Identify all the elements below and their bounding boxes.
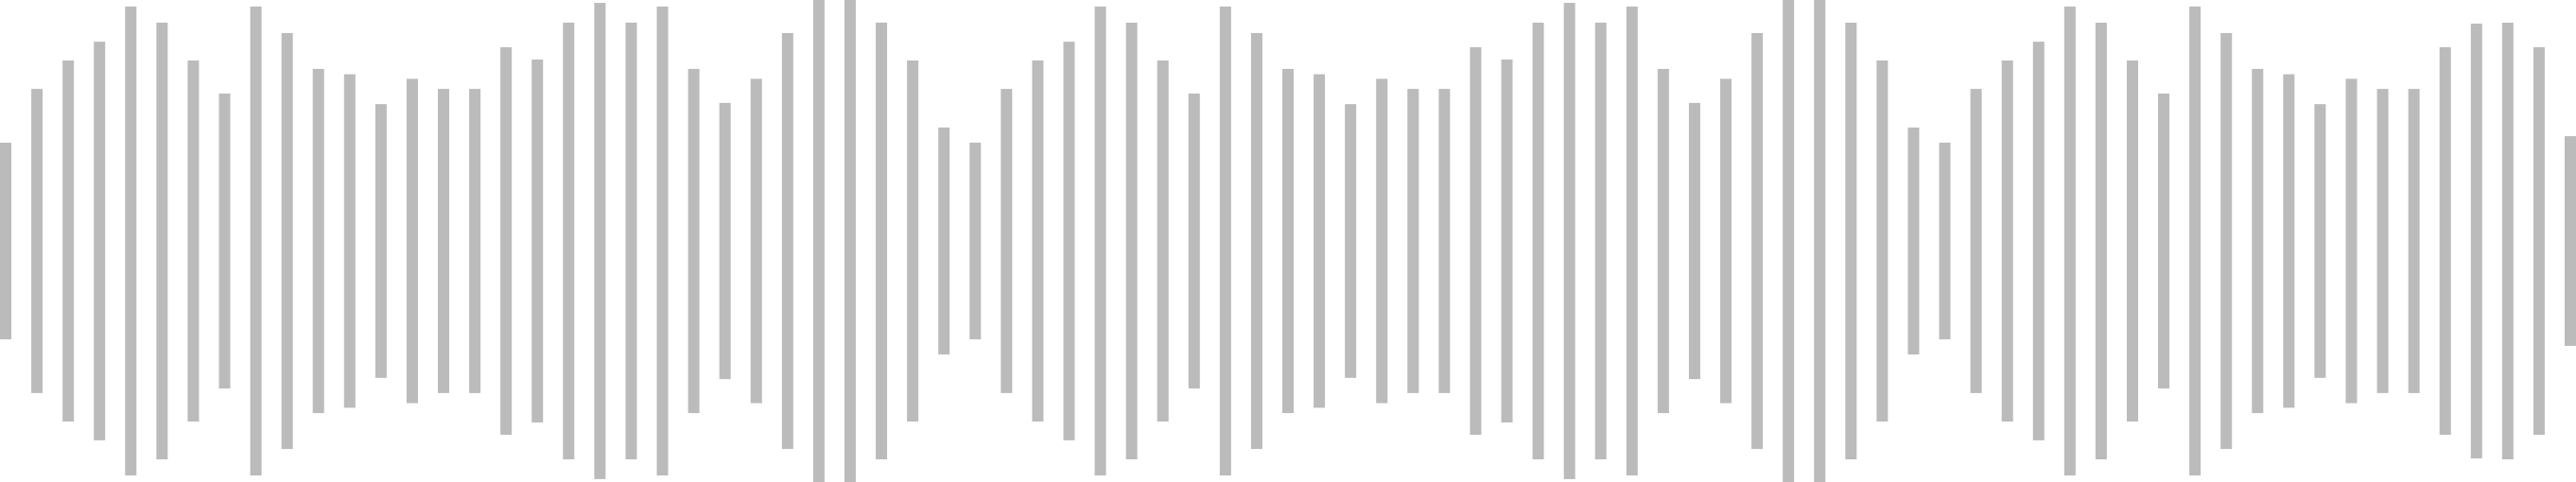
waveform-bar xyxy=(2095,22,2107,460)
waveform-bar xyxy=(1626,6,1638,476)
waveform-bar xyxy=(2189,6,2202,476)
waveform-bar xyxy=(1720,78,1732,404)
waveform-bar xyxy=(1032,60,1044,422)
waveform-bar xyxy=(1063,42,1075,440)
waveform-bar xyxy=(2314,104,2326,378)
waveform-bar xyxy=(719,102,731,380)
waveform-bar xyxy=(876,22,888,460)
waveform-bar xyxy=(750,78,762,404)
waveform-bar xyxy=(406,78,418,404)
waveform-bar xyxy=(625,22,637,460)
waveform-bar xyxy=(844,0,856,482)
waveform-bar xyxy=(374,104,387,378)
waveform-bar xyxy=(94,42,106,440)
waveform-bar xyxy=(469,89,481,393)
waveform-bar xyxy=(1001,89,1013,393)
waveform-bar xyxy=(1250,32,1262,450)
waveform-bar xyxy=(594,3,606,479)
waveform-bar xyxy=(1594,22,1607,460)
waveform-bar xyxy=(1094,6,1106,476)
waveform-bar xyxy=(1688,102,1700,380)
waveform-bar xyxy=(62,60,75,422)
waveform-bar xyxy=(2439,46,2451,436)
waveform-bar xyxy=(2532,46,2545,436)
waveform-bar xyxy=(2252,68,2264,414)
waveform-bar xyxy=(1345,104,1357,378)
waveform-bar xyxy=(907,60,919,422)
waveform-bar xyxy=(1532,22,1544,460)
waveform-bar xyxy=(250,6,262,476)
waveform-bar xyxy=(156,22,168,460)
waveform-bar xyxy=(1907,127,1920,355)
waveform-bar xyxy=(1407,89,1419,393)
waveform-bar xyxy=(1783,0,1795,482)
waveform-bar xyxy=(343,74,356,408)
waveform-bar xyxy=(2408,89,2420,393)
waveform-bar xyxy=(1157,60,1169,422)
waveform-bar xyxy=(2126,60,2138,422)
waveform-bar xyxy=(2032,42,2045,440)
waveform-bar xyxy=(125,6,137,476)
waveform-bar xyxy=(2345,78,2358,404)
waveform-bar xyxy=(1376,78,1388,404)
waveform-bar xyxy=(1470,46,1482,436)
waveform-bar xyxy=(0,142,11,340)
waveform-bar xyxy=(1438,89,1451,393)
waveform-bar xyxy=(1219,6,1231,476)
waveform-bar xyxy=(2565,136,2576,346)
waveform-bar xyxy=(1188,93,1200,389)
waveform-bar xyxy=(563,22,575,460)
waveform-bar xyxy=(2470,23,2482,459)
waveform-bar xyxy=(2220,32,2233,450)
waveform-bar xyxy=(531,59,544,423)
waveform-bar xyxy=(1501,59,1513,423)
waveform-bar xyxy=(218,93,231,389)
waveform-bar xyxy=(1814,0,1826,482)
waveform-bar xyxy=(438,89,450,393)
waveform-bar xyxy=(2063,6,2076,476)
waveform-bar xyxy=(2158,93,2170,389)
waveform-bar xyxy=(656,6,669,476)
waveform-bar xyxy=(1970,89,1982,393)
waveform-bar xyxy=(281,32,293,450)
waveform-bar xyxy=(1657,68,1669,414)
waveform-bar xyxy=(1751,32,1764,450)
waveform-bar xyxy=(969,142,982,340)
waveform-bar xyxy=(1939,142,1951,340)
waveform-bar xyxy=(312,68,324,414)
waveform-bar xyxy=(500,46,513,436)
waveform-bar xyxy=(2283,74,2295,408)
waveform-bar xyxy=(2376,89,2389,393)
waveform-bar xyxy=(812,0,825,482)
waveform-bar xyxy=(781,32,793,450)
waveform-bar xyxy=(938,127,950,355)
waveform-bar xyxy=(2001,60,2013,422)
waveform-bar xyxy=(1282,68,1294,414)
waveform-bar xyxy=(1314,74,1326,408)
waveform-bar xyxy=(2501,22,2514,460)
waveform-bar xyxy=(1125,22,1138,460)
waveform-bar xyxy=(1845,22,1857,460)
waveform-bar xyxy=(1876,60,1888,422)
waveform-bar xyxy=(31,89,44,393)
waveform-bar xyxy=(688,68,700,414)
waveform-bar xyxy=(1563,3,1575,479)
waveform-bar xyxy=(187,60,200,422)
